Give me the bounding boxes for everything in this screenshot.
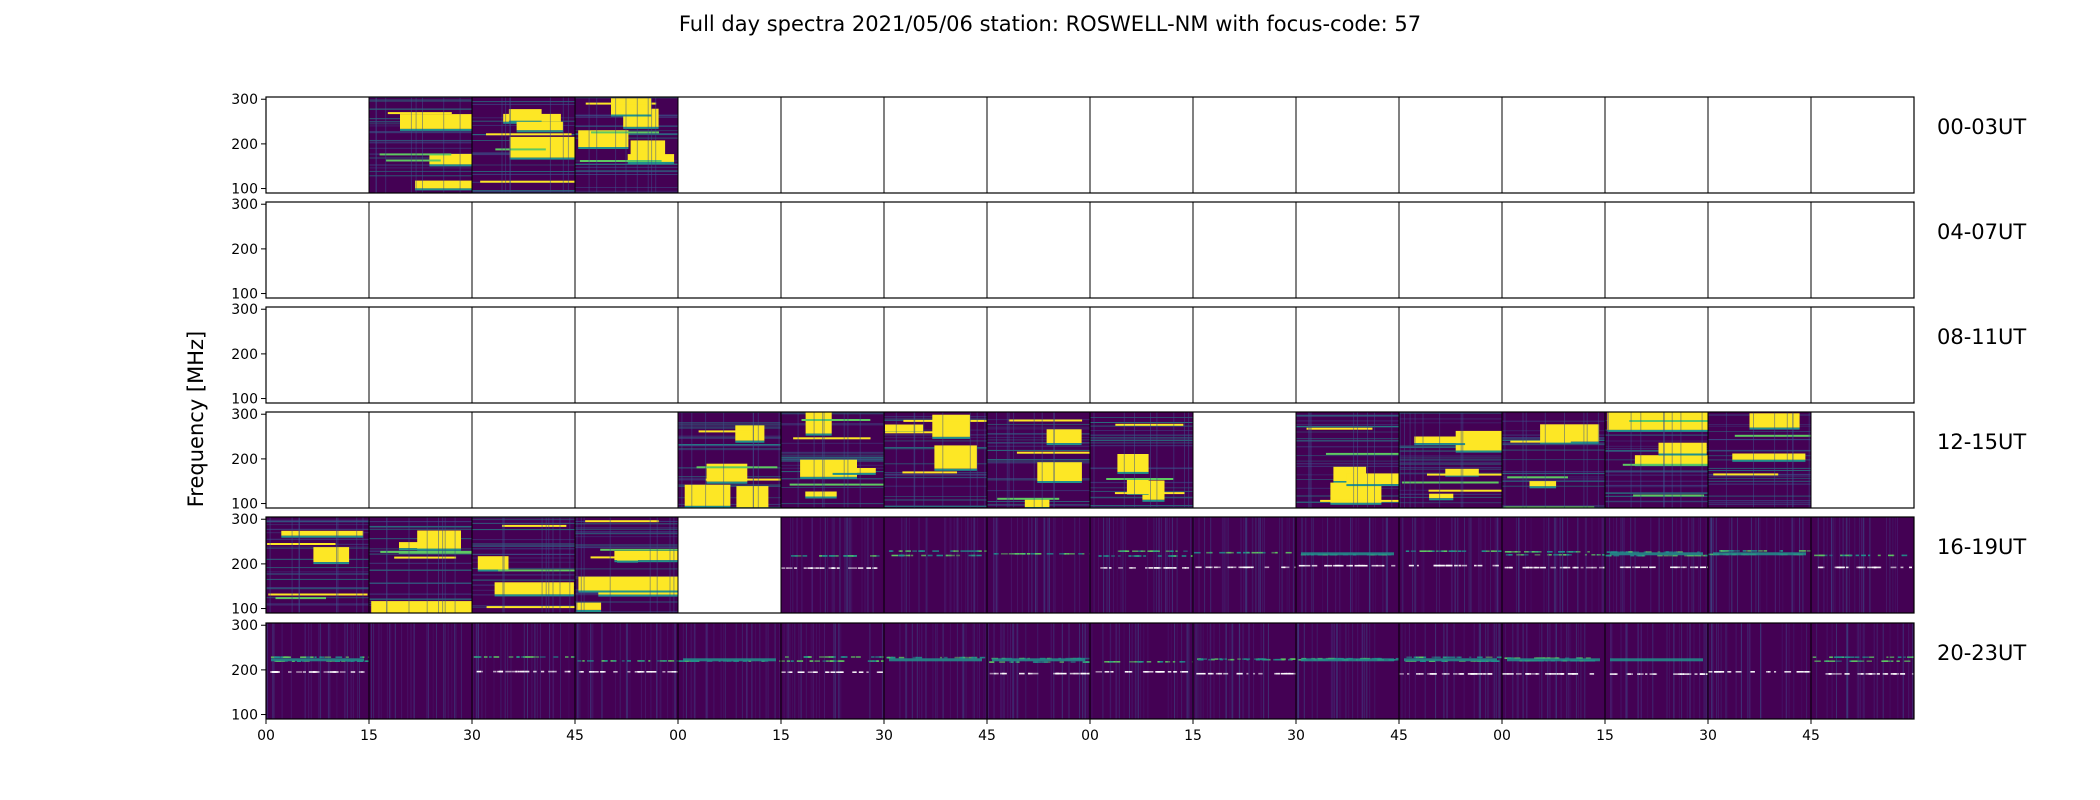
- y-tick-label: 300: [231, 197, 258, 213]
- y-tick-label: 200: [231, 557, 258, 573]
- x-tick-label: 30: [463, 728, 481, 744]
- spectrogram-cell: [1090, 517, 1193, 613]
- x-tick-label: 00: [1493, 728, 1511, 744]
- spectrogram-cell: [1193, 623, 1296, 719]
- row-label: 00-03UT: [1937, 115, 2026, 139]
- spectrogram-cell: [472, 517, 575, 613]
- spectrogram-cell: [781, 517, 884, 613]
- spectrogram-cell: [575, 97, 678, 193]
- spectrogram-cell: [1296, 412, 1399, 508]
- spectrogram-cell: [1605, 623, 1708, 719]
- row-label: 04-07UT: [1937, 220, 2026, 244]
- spectrogram-cell: [369, 623, 472, 719]
- spectrogram-cell: [575, 623, 678, 719]
- y-tick-label: 200: [231, 347, 258, 363]
- y-tick-label: 200: [231, 242, 258, 258]
- spectrogram-cell: [1296, 623, 1399, 719]
- spectrogram-cell: [884, 517, 987, 613]
- row-label: 16-19UT: [1937, 535, 2026, 559]
- y-tick-label: 100: [231, 497, 258, 513]
- spectrogram-cell: [1708, 517, 1811, 613]
- x-tick-label: 15: [1184, 728, 1202, 744]
- x-tick-label: 00: [1081, 728, 1099, 744]
- y-tick-label: 300: [231, 92, 258, 108]
- spectrogram-cell: [1090, 412, 1193, 508]
- spectrogram-cell: [781, 412, 884, 508]
- x-tick-label: 30: [1287, 728, 1305, 744]
- x-tick-label: 15: [1596, 728, 1614, 744]
- spectrogram-cell: [472, 623, 575, 719]
- row-label: 12-15UT: [1937, 430, 2026, 454]
- spectrogram-cell: [472, 97, 575, 193]
- x-tick-label: 00: [669, 728, 687, 744]
- spectrogram-cell: [369, 97, 472, 193]
- spectrogram-cell: [266, 517, 369, 613]
- spectrogram-cell: [1193, 517, 1296, 613]
- x-tick-label: 45: [1802, 728, 1820, 744]
- spectrogram-cell: [1399, 412, 1502, 508]
- spectrogram-cell: [781, 623, 884, 719]
- y-tick-label: 300: [231, 302, 258, 318]
- spectrogram-cell: [575, 517, 678, 613]
- y-tick-label: 300: [231, 618, 258, 634]
- spectrogram-cell: [1708, 623, 1811, 719]
- spectrogram-cell: [1090, 623, 1193, 719]
- x-tick-label: 45: [566, 728, 584, 744]
- x-tick-label: 15: [360, 728, 378, 744]
- spectrogram-cell: [1502, 412, 1605, 508]
- spectrogram-cell: [678, 412, 781, 508]
- y-tick-label: 200: [231, 452, 258, 468]
- x-tick-label: 30: [1699, 728, 1717, 744]
- y-tick-label: 100: [231, 287, 258, 303]
- row-label: 20-23UT: [1937, 641, 2026, 665]
- chart-title: Full day spectra 2021/05/06 station: ROS…: [678, 12, 1422, 36]
- spectrogram-cell: [1811, 517, 1914, 613]
- spectrogram-cell: [884, 412, 987, 508]
- x-tick-label: 15: [772, 728, 790, 744]
- x-tick-label: 30: [875, 728, 893, 744]
- y-tick-label: 100: [231, 602, 258, 618]
- row-label: 08-11UT: [1937, 325, 2026, 349]
- spectrogram-cell: [1399, 517, 1502, 613]
- x-tick-label: 45: [978, 728, 996, 744]
- spectrogram-cell: [1605, 412, 1708, 508]
- spectrogram-cell: [987, 412, 1090, 508]
- spectrogram-cell: [987, 623, 1090, 719]
- x-tick-label: 45: [1390, 728, 1408, 744]
- y-tick-label: 300: [231, 512, 258, 528]
- spectrogram-cell: [266, 623, 369, 719]
- spectrogram-cell: [1708, 412, 1811, 508]
- y-tick-label: 200: [231, 663, 258, 679]
- y-tick-label: 300: [231, 407, 258, 423]
- y-tick-label: 100: [231, 708, 258, 724]
- spectrogram-cell: [1502, 623, 1605, 719]
- y-tick-label: 100: [231, 182, 258, 198]
- spectrogram-cell: [369, 517, 472, 613]
- spectrogram-cell: [1502, 517, 1605, 613]
- spectrogram-cell: [1296, 517, 1399, 613]
- spectrogram-cell: [678, 623, 781, 719]
- y-tick-label: 100: [231, 392, 258, 408]
- spectrogram-cell: [987, 517, 1090, 613]
- spectrogram-cell: [884, 623, 987, 719]
- y-tick-label: 200: [231, 137, 258, 153]
- spectrogram-cell: [1811, 623, 1914, 719]
- x-tick-label: 00: [257, 728, 275, 744]
- spectrogram-cell: [1399, 623, 1502, 719]
- spectrogram-cell: [1605, 517, 1708, 613]
